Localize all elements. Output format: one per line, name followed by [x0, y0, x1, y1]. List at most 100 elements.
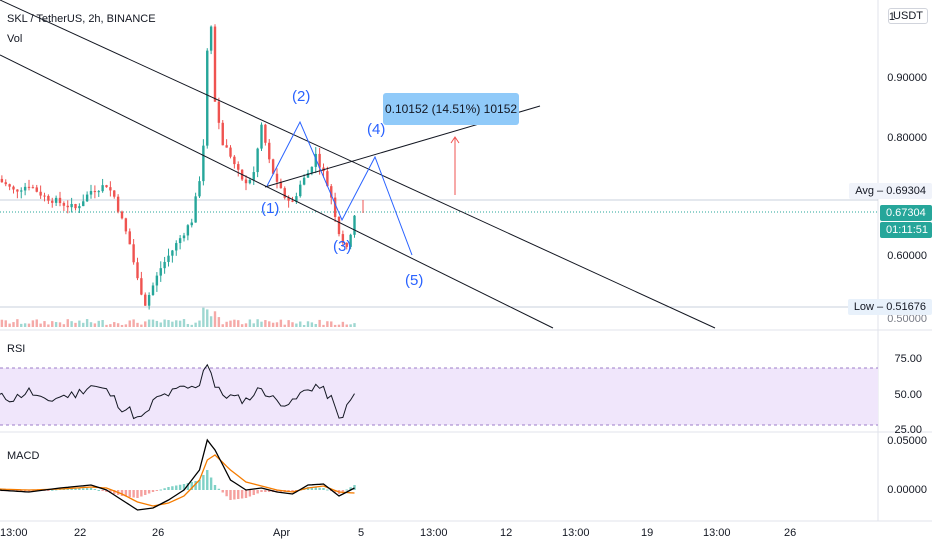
macd-histogram-bar [260, 490, 263, 492]
volume-bar [12, 322, 15, 327]
candle-body [202, 145, 205, 182]
volume-bar [178, 320, 182, 327]
volume-label[interactable]: Vol [7, 33, 23, 45]
avg-price-tag[interactable]: Avg – 0.69304 [849, 183, 932, 199]
channel-lower-line[interactable] [0, 54, 554, 329]
measure-arrowhead [450, 136, 460, 144]
volume-bar [70, 321, 73, 327]
candle-body [275, 173, 279, 182]
wave-label-3[interactable]: (3) [333, 238, 352, 255]
candle-body [101, 185, 104, 192]
volume-bar [23, 323, 27, 327]
macd-histogram-bar [190, 482, 193, 490]
volume-bar [116, 323, 120, 327]
macd-histogram-bar [113, 490, 116, 494]
macd-histogram-bar [186, 483, 190, 490]
low-price-tag[interactable]: Low – 0.51676 [847, 299, 932, 315]
macd-histogram-bar [151, 490, 155, 492]
macd-histogram-bar [163, 488, 166, 490]
price-tick-050: 0.50000 [887, 313, 927, 325]
macd-histogram-bar [51, 489, 54, 491]
candle-body [113, 190, 116, 197]
volume-bar [39, 323, 42, 327]
candle-body [54, 197, 58, 203]
volume-bar [66, 319, 69, 327]
volume-bar [128, 320, 131, 327]
candle-body [283, 188, 286, 198]
wave-label-5[interactable]: (5) [405, 272, 424, 289]
macd-histogram-bar [167, 487, 170, 490]
measure-label[interactable]: 0.10152 (14.51%) 10152 [383, 93, 519, 125]
candle-body [39, 191, 42, 196]
macd-histogram-bar [175, 485, 178, 490]
macd-histogram-bar [124, 490, 128, 497]
macd-histogram-bar [244, 490, 248, 498]
macd-histogram-bar [54, 489, 58, 491]
macd-histogram-bar [31, 490, 35, 492]
volume-bar [4, 320, 7, 327]
macd-label[interactable]: MACD [7, 450, 40, 462]
candle-body [89, 191, 93, 195]
channel-upper-line[interactable] [0, 0, 716, 329]
candle-body [217, 101, 221, 123]
macd-histogram-bar [349, 487, 352, 490]
time-tick-13-00-b: 13:00 [420, 527, 448, 539]
volume-bar [151, 319, 155, 327]
volume-bar [144, 321, 147, 327]
volume-bar [318, 319, 321, 327]
candle-body [20, 190, 23, 192]
volume-bar [132, 319, 135, 327]
macd-histogram-bar [89, 488, 93, 490]
volume-bar [240, 324, 244, 327]
volume-bar [337, 324, 341, 327]
candle-body [330, 186, 333, 198]
candle-body [213, 26, 217, 102]
rsi-label[interactable]: RSI [7, 343, 26, 355]
candle-body [279, 181, 283, 189]
candle-body [163, 261, 166, 269]
macd-histogram-bar [310, 487, 314, 490]
candle-body [124, 218, 128, 232]
wave-path[interactable] [266, 120, 413, 256]
macd-histogram-bar [206, 470, 209, 490]
volume-bar [93, 323, 97, 327]
candle-body [341, 234, 345, 243]
candle-body [159, 268, 162, 276]
volume-bar [175, 320, 178, 327]
current-price-tag[interactable]: 0.67304 [880, 205, 932, 221]
macd-histogram-bar [275, 490, 279, 492]
rsi-tick-75: 75.00 [894, 353, 922, 365]
volume-bar [256, 319, 259, 327]
currency-button[interactable]: USDT [888, 8, 928, 24]
volume-bar [349, 324, 352, 327]
candle-body [120, 211, 124, 219]
macd-histogram-bar [105, 490, 108, 492]
macd-histogram-bar [256, 490, 259, 494]
wave-label-1[interactable]: (1) [261, 200, 280, 217]
price-tick-080: 0.80000 [887, 132, 927, 144]
macd-histogram-bar [78, 488, 81, 490]
wave-label-4[interactable]: (4) [367, 121, 386, 138]
candle-body [229, 147, 232, 157]
candle-body [178, 238, 182, 244]
rsi-line [0, 363, 355, 420]
wave-label-2[interactable]: (2) [292, 88, 311, 105]
candle-body [12, 186, 15, 190]
macd-histogram-bar [314, 487, 317, 490]
symbol-title[interactable]: SKL / TetherUS, 2h, BINANCE [7, 13, 156, 25]
macd-histogram-bar [202, 475, 205, 490]
volume-bar [198, 320, 201, 327]
volume-bar [271, 322, 275, 327]
volume-bar [225, 321, 228, 327]
volume-bar [237, 320, 240, 327]
macd-histogram-bar [268, 490, 271, 492]
candle-body [85, 194, 89, 202]
candle-body [23, 186, 27, 191]
macd-signal-line [0, 454, 355, 507]
macd-tick-005: 0.05000 [887, 435, 927, 447]
candle-body [62, 203, 66, 206]
macd-histogram-bar [178, 484, 182, 490]
macd-histogram-bar [171, 486, 174, 490]
